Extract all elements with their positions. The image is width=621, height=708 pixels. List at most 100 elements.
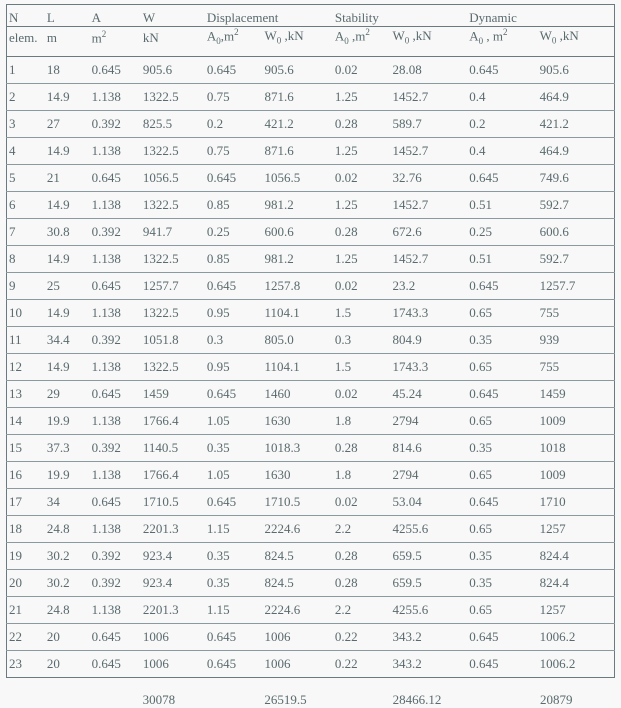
cell-d_W0: 1104.1 <box>262 353 332 380</box>
cell-y_A0: 0.2 <box>467 110 537 137</box>
cell-L: 14.9 <box>45 137 90 164</box>
cell-N: 3 <box>7 110 45 137</box>
cell-d_W0: 1630 <box>262 407 332 434</box>
cell-d_A0: 0.645 <box>205 623 263 650</box>
cell-s_A0: 1.8 <box>333 407 391 434</box>
hdr-W: W <box>141 5 205 27</box>
cell-s_W0: 53.04 <box>390 488 467 515</box>
cell-d_W0: 871.6 <box>262 137 332 164</box>
cell-s_W0: 1452.7 <box>390 245 467 272</box>
cell-N: 14 <box>7 407 45 434</box>
cell-s_A0: 0.28 <box>333 110 391 137</box>
cell-s_A0: 1.25 <box>333 245 391 272</box>
cell-d_A0: 1.15 <box>205 515 263 542</box>
table-row: 2124.81.1382201.31.152224.62.24255.60.65… <box>7 596 615 623</box>
cell-s_A0: 0.02 <box>333 272 391 299</box>
cell-y_A0: 0.645 <box>467 56 537 83</box>
cell-s_W0: 804.9 <box>390 326 467 353</box>
cell-s_W0: 659.5 <box>390 569 467 596</box>
cell-d_A0: 0.645 <box>205 164 263 191</box>
cell-y_W0: 1257 <box>538 596 615 623</box>
cell-y_W0: 464.9 <box>538 83 615 110</box>
cell-L: 34.4 <box>45 326 90 353</box>
total-W: 30078 <box>141 692 205 708</box>
cell-W: 1322.5 <box>141 83 205 110</box>
cell-y_A0: 0.4 <box>467 137 537 164</box>
cell-s_A0: 0.28 <box>333 218 391 245</box>
cell-y_A0: 0.25 <box>467 218 537 245</box>
cell-s_W0: 28.08 <box>390 56 467 83</box>
cell-d_A0: 0.35 <box>205 542 263 569</box>
cell-y_W0: 592.7 <box>538 245 615 272</box>
cell-y_A0: 0.35 <box>467 434 537 461</box>
cell-y_W0: 749.6 <box>538 164 615 191</box>
cell-y_W0: 905.6 <box>538 56 615 83</box>
cell-y_W0: 824.4 <box>538 569 615 596</box>
cell-A: 1.138 <box>90 137 141 164</box>
table-row: 2030.20.392923.40.35824.50.28659.50.3582… <box>7 569 615 596</box>
table-row: 1014.91.1381322.50.951104.11.51743.30.65… <box>7 299 615 326</box>
cell-y_W0: 939 <box>538 326 615 353</box>
cell-s_A0: 0.02 <box>333 380 391 407</box>
table-row: 23200.64510060.64510060.22343.20.6451006… <box>7 650 615 677</box>
cell-s_W0: 4255.6 <box>390 515 467 542</box>
cell-d_A0: 0.35 <box>205 434 263 461</box>
cell-y_W0: 1710 <box>538 488 615 515</box>
cell-L: 20 <box>45 623 90 650</box>
cell-A: 1.138 <box>90 461 141 488</box>
cell-d_W0: 981.2 <box>262 191 332 218</box>
cell-N: 23 <box>7 650 45 677</box>
table-row: 1214.91.1381322.50.951104.11.51743.30.65… <box>7 353 615 380</box>
cell-d_A0: 0.95 <box>205 353 263 380</box>
cell-N: 22 <box>7 623 45 650</box>
cell-s_W0: 672.6 <box>390 218 467 245</box>
cell-d_W0: 2224.6 <box>262 596 332 623</box>
cell-s_A0: 0.02 <box>333 488 391 515</box>
total-disp-W0: 26519.5 <box>262 692 333 708</box>
cell-A: 1.138 <box>90 299 141 326</box>
cell-y_A0: 0.35 <box>467 542 537 569</box>
cell-s_A0: 0.28 <box>333 434 391 461</box>
cell-s_A0: 1.25 <box>333 83 391 110</box>
cell-L: 24.8 <box>45 515 90 542</box>
hdr-y-A0: A0 , m2 <box>467 27 537 57</box>
cell-L: 18 <box>45 56 90 83</box>
hdr-N: N <box>7 5 45 27</box>
cell-W: 825.5 <box>141 110 205 137</box>
hdr-d-W0: W0 ,kN <box>262 27 332 57</box>
cell-d_W0: 421.2 <box>262 110 332 137</box>
table-row: 22200.64510060.64510060.22343.20.6451006… <box>7 623 615 650</box>
cell-d_A0: 0.85 <box>205 245 263 272</box>
cell-d_W0: 1710.5 <box>262 488 332 515</box>
cell-y_A0: 0.645 <box>467 380 537 407</box>
cell-d_A0: 0.25 <box>205 218 263 245</box>
cell-y_A0: 0.65 <box>467 299 537 326</box>
cell-A: 0.645 <box>90 380 141 407</box>
cell-s_W0: 4255.6 <box>390 596 467 623</box>
cell-W: 923.4 <box>141 542 205 569</box>
cell-s_W0: 45.24 <box>390 380 467 407</box>
cell-d_A0: 1.15 <box>205 596 263 623</box>
cell-s_W0: 32.76 <box>390 164 467 191</box>
cell-L: 19.9 <box>45 461 90 488</box>
cell-y_A0: 0.65 <box>467 596 537 623</box>
cell-L: 20 <box>45 650 90 677</box>
table-row: 1180.645905.60.645905.60.0228.080.645905… <box>7 56 615 83</box>
cell-d_W0: 600.6 <box>262 218 332 245</box>
cell-W: 1257.7 <box>141 272 205 299</box>
table-row: 5210.6451056.50.6451056.50.0232.760.6457… <box>7 164 615 191</box>
cell-y_W0: 1009 <box>538 407 615 434</box>
cell-d_W0: 1460 <box>262 380 332 407</box>
cell-s_W0: 1452.7 <box>390 191 467 218</box>
cell-y_A0: 0.4 <box>467 83 537 110</box>
cell-d_A0: 0.645 <box>205 272 263 299</box>
cell-d_W0: 1257.8 <box>262 272 332 299</box>
cell-N: 5 <box>7 164 45 191</box>
table-row: 1134.40.3921051.80.3805.00.3804.90.35939 <box>7 326 615 353</box>
hdr-displacement: Displacement <box>205 5 333 27</box>
cell-A: 0.645 <box>90 164 141 191</box>
total-dyn-W0: 20879 <box>538 692 615 708</box>
cell-d_W0: 871.6 <box>262 83 332 110</box>
table-row: 9250.6451257.70.6451257.80.0223.20.64512… <box>7 272 615 299</box>
cell-y_W0: 464.9 <box>538 137 615 164</box>
